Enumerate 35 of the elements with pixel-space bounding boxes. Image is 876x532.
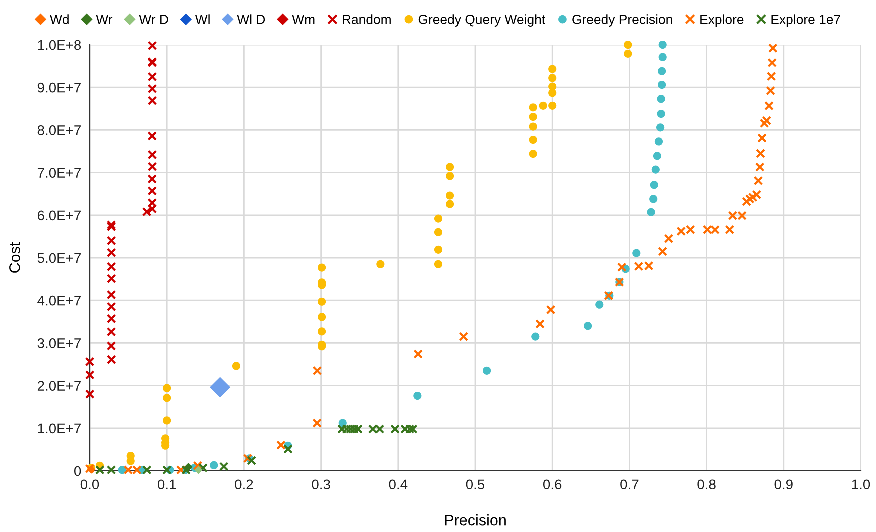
- x-tick-label: 1.0: [852, 480, 870, 490]
- x-tick-label: 0.8: [698, 480, 716, 490]
- y-tick-label: 9.0E+7: [38, 82, 81, 93]
- y-tick-label: 1.0E+8: [38, 40, 82, 50]
- legend-label: Wm: [292, 15, 315, 24]
- x-tick-label: 0.6: [543, 480, 562, 490]
- x-tick-label: 0.4: [389, 480, 408, 490]
- x-tick-label: 0.0: [80, 480, 100, 490]
- y-tick-label: 3.0E+7: [38, 338, 81, 348]
- legend-label: Wl: [195, 14, 210, 24]
- x-tick-label: 0.7: [620, 480, 639, 490]
- legend-label: Wl D: [237, 14, 266, 24]
- y-tick-label: 6.0E+7: [38, 210, 81, 221]
- y-tick-label: 0: [74, 466, 82, 476]
- legend-label: Random: [343, 14, 391, 24]
- x-tick-label: 0.5: [466, 480, 485, 490]
- y-axis-title: Cost: [10, 242, 20, 273]
- y-tick-label: 4.0E+7: [38, 296, 81, 306]
- legend-label: Explore: [700, 14, 744, 27]
- y-tick-label: 2.0E+7: [38, 381, 81, 391]
- legend-label: Greedy Precision: [572, 14, 672, 27]
- x-tick-label: 0.3: [312, 480, 330, 490]
- y-tick-label: 7.0E+7: [38, 168, 81, 178]
- x-axis-title: Precision: [445, 514, 506, 526]
- legend-label: Wr D: [139, 15, 168, 24]
- y-tick-label: 1.0E+7: [38, 424, 81, 434]
- x-tick-label: 0.9: [774, 480, 793, 490]
- y-tick-label: 5.0E+7: [38, 253, 81, 264]
- legend-label: Wd: [50, 14, 69, 24]
- x-tick-label: 0.2: [235, 480, 254, 490]
- legend-label: Explore 1e7: [772, 14, 840, 27]
- legend-label: Wr: [96, 15, 113, 24]
- legend-label: Greedy Query Weight: [418, 14, 546, 27]
- y-tick-label: 8.0E+7: [38, 126, 81, 136]
- x-tick-label: 0.1: [158, 480, 176, 490]
